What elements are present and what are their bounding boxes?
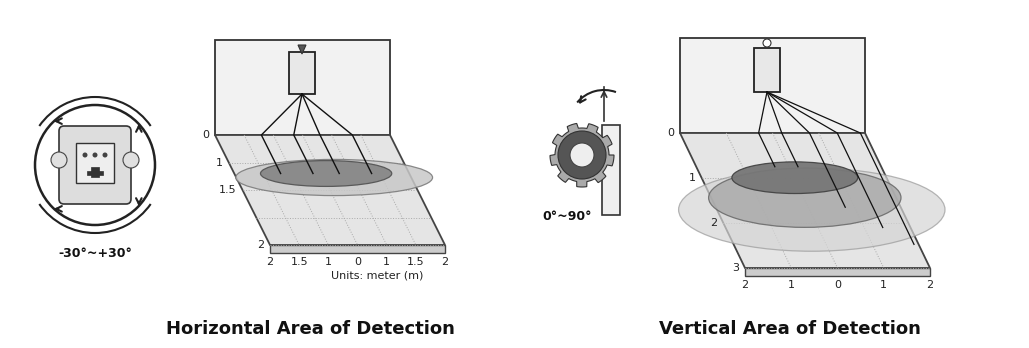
Text: 1.5: 1.5 (407, 257, 425, 267)
Circle shape (558, 131, 606, 179)
Text: 1: 1 (325, 257, 331, 267)
Circle shape (51, 152, 67, 168)
Polygon shape (298, 45, 306, 54)
Bar (289, 52, 315, 94)
Text: 2: 2 (926, 280, 933, 290)
Bar (602, 125, 620, 215)
Text: 0: 0 (202, 130, 209, 140)
Text: 2: 2 (257, 240, 264, 250)
Text: 0: 0 (354, 257, 361, 267)
Circle shape (762, 39, 771, 47)
Circle shape (123, 152, 139, 168)
Polygon shape (215, 135, 445, 245)
Text: Units: meter (m): Units: meter (m) (331, 271, 424, 281)
Ellipse shape (732, 162, 858, 193)
Bar (76, 143, 114, 183)
Circle shape (82, 152, 87, 158)
Polygon shape (270, 245, 445, 253)
Text: 2: 2 (267, 257, 274, 267)
Ellipse shape (678, 168, 945, 251)
Text: 0: 0 (833, 280, 841, 290)
Text: 2: 2 (441, 257, 449, 267)
Text: 1: 1 (216, 158, 222, 167)
Text: -30°~+30°: -30°~+30° (58, 247, 132, 260)
Text: 3: 3 (732, 263, 739, 273)
Polygon shape (745, 268, 930, 276)
Text: 1.5: 1.5 (219, 185, 237, 195)
Text: Vertical Area of Detection: Vertical Area of Detection (659, 320, 921, 338)
Bar (91, 167, 99, 177)
Ellipse shape (236, 159, 432, 196)
Text: 0: 0 (667, 128, 674, 138)
Polygon shape (551, 124, 614, 187)
Text: 1: 1 (788, 280, 794, 290)
Text: 2: 2 (710, 218, 717, 228)
Text: Horizontal Area of Detection: Horizontal Area of Detection (166, 320, 455, 338)
Bar (87, 171, 103, 175)
Text: 0°~90°: 0°~90° (542, 210, 592, 223)
Polygon shape (680, 133, 930, 268)
Text: 1.5: 1.5 (290, 257, 308, 267)
Circle shape (93, 152, 98, 158)
Bar (754, 48, 780, 92)
Text: 2: 2 (742, 280, 748, 290)
Ellipse shape (709, 168, 901, 227)
Circle shape (103, 152, 107, 158)
Ellipse shape (260, 160, 392, 187)
FancyBboxPatch shape (59, 126, 131, 204)
Bar (680, 38, 865, 133)
Text: 1: 1 (383, 257, 390, 267)
Bar (215, 40, 390, 135)
Text: 1: 1 (688, 173, 696, 183)
Circle shape (570, 143, 594, 167)
Text: 1: 1 (880, 280, 887, 290)
